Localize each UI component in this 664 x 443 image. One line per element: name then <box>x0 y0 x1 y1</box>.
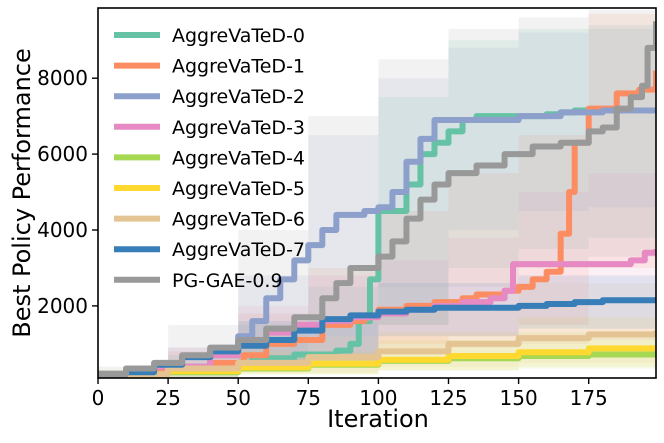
series-line-aggrevated-2 <box>98 107 656 378</box>
legend-label: AggreVaTeD-4 <box>172 147 305 169</box>
legend-label: AggreVaTeD-7 <box>172 239 305 261</box>
band-aggrevated-7 <box>98 267 656 378</box>
x-tick-label: 175 <box>570 386 608 410</box>
legend-label: AggreVaTeD-1 <box>172 56 305 78</box>
legend-label: AggreVaTeD-5 <box>172 178 305 200</box>
band-aggrevated-3 <box>98 154 656 378</box>
legend-entry: AggreVaTeD-5 <box>114 178 305 200</box>
x-tick-label: 75 <box>296 386 321 410</box>
legend-entry: AggreVaTeD-0 <box>114 25 305 47</box>
legend: AggreVaTeD-0 AggreVaTeD-1 AggreVaTeD-2 Aggr… <box>114 25 305 292</box>
x-tick-label: 0 <box>92 386 105 410</box>
x-tick-label: 25 <box>155 386 180 410</box>
legend-entry: AggreVaTeD-6 <box>114 209 305 231</box>
series-line-pg-gae-0-9 <box>98 21 656 378</box>
x-tick-label: 100 <box>359 386 397 410</box>
plot-frame <box>97 7 657 379</box>
x-tick-label: 125 <box>429 386 467 410</box>
legend-entry: AggreVaTeD-3 <box>114 117 305 139</box>
legend-label: AggreVaTeD-3 <box>172 117 305 139</box>
axes: 0 25 50 75 100 125 150 175 2000 4000 6000 8000 <box>37 7 657 410</box>
y-tick-label: 2000 <box>37 294 88 318</box>
y-tick-label: 4000 <box>37 218 88 242</box>
x-tick-label: 50 <box>225 386 250 410</box>
legend-entry: AggreVaTeD-7 <box>114 239 305 261</box>
band-aggrevated-0 <box>98 21 656 378</box>
legend-label: AggreVaTeD-6 <box>172 209 305 231</box>
x-axis-label: Iteration <box>327 405 429 433</box>
series-line-aggrevated-6 <box>98 330 656 378</box>
legend-label: PG-GAE-0.9 <box>172 270 283 292</box>
legend-entry: AggreVaTeD-4 <box>114 147 305 169</box>
y-axis-label: Best Policy Performance <box>8 48 36 338</box>
legend-entry: PG-GAE-0.9 <box>114 270 283 292</box>
y-tick-label: 8000 <box>37 66 88 90</box>
x-tick-label: 150 <box>500 386 538 410</box>
series-lines <box>98 21 656 378</box>
legend-label: AggreVaTeD-0 <box>172 25 305 47</box>
legend-entry: AggreVaTeD-1 <box>114 56 305 78</box>
legend-entry: AggreVaTeD-2 <box>114 86 305 108</box>
legend-label: AggreVaTeD-2 <box>172 86 305 108</box>
y-tick-label: 6000 <box>37 142 88 166</box>
